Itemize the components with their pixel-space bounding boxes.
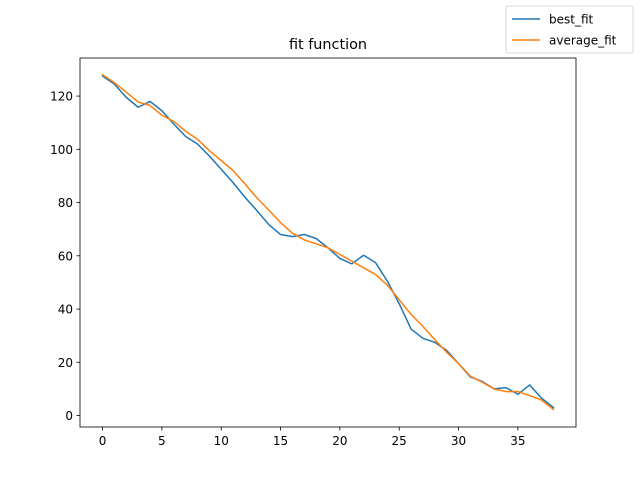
y-tick-label: 60 [58,249,73,263]
y-tick-label: 120 [50,90,73,104]
x-tick-label: 30 [451,434,466,448]
x-tick-label: 20 [332,434,347,448]
legend-box [505,5,634,54]
legend: best_fit average_fit [505,5,634,54]
series-lines [101,73,555,411]
x-tick-label: 25 [392,434,407,448]
legend-label-average-fit: average_fit [549,34,617,48]
y-tick-label: 100 [50,143,73,157]
y-axis: 0 20 40 60 80 100 120 [50,90,80,423]
y-tick-label: 40 [58,303,73,317]
y-tick-label: 0 [65,409,73,423]
x-tick-label: 35 [510,434,525,448]
series-line-average-fit [101,73,555,411]
y-tick-label: 80 [58,196,73,210]
y-tick-label: 20 [58,356,73,370]
x-axis: 0 5 10 15 20 25 30 35 [99,427,525,448]
plot-area [80,58,576,427]
x-tick-label: 10 [214,434,229,448]
x-tick-label: 15 [273,434,288,448]
x-tick-label: 0 [99,434,107,448]
legend-label-best-fit: best_fit [549,13,594,27]
x-tick-label: 5 [158,434,166,448]
plot-frame [79,57,577,428]
chart-title: fit function [289,37,367,53]
